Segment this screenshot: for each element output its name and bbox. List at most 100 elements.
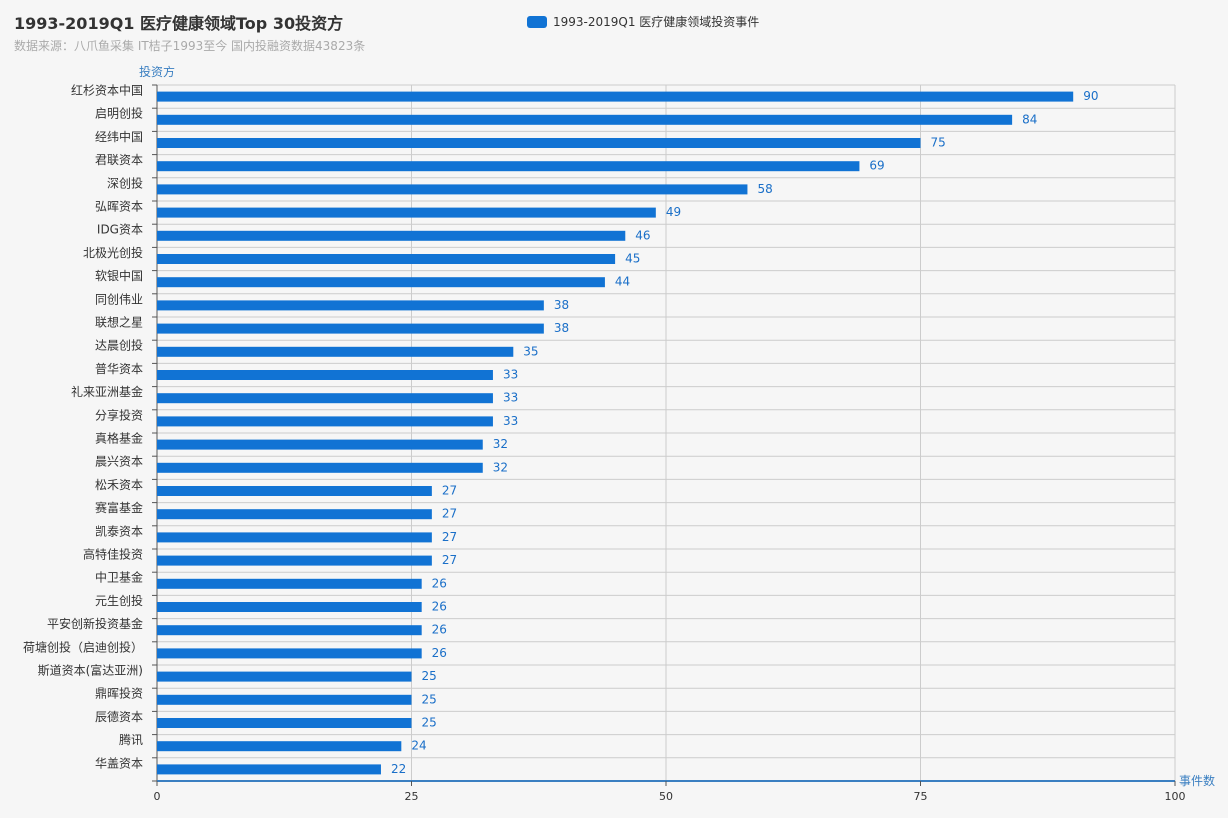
y-category-label: 晨兴资本 [95, 455, 143, 469]
bar[interactable] [157, 277, 605, 288]
y-category-label: 北极光创投 [83, 245, 143, 260]
bar-value-label: 33 [503, 414, 518, 428]
bar[interactable] [157, 138, 921, 148]
x-tick-label: 75 [914, 790, 928, 803]
x-tick-label: 0 [154, 790, 161, 803]
bar[interactable] [157, 184, 748, 195]
bar[interactable] [157, 648, 422, 659]
bar-value-label: 27 [442, 553, 457, 567]
bar[interactable] [157, 462, 483, 473]
legend-label: 1993-2019Q1 医疗健康领域投资事件 [553, 15, 760, 29]
y-category-label: 深创投 [107, 175, 143, 190]
y-axis-name: 投资方 [139, 64, 175, 79]
bar-value-label: 25 [422, 716, 437, 730]
bar[interactable] [157, 323, 544, 334]
y-category-label: 辰德资本 [95, 709, 143, 724]
bar-value-label: 75 [931, 136, 946, 150]
y-category-label: 达晨创投 [95, 338, 143, 353]
bar[interactable] [157, 509, 432, 520]
bar[interactable] [157, 114, 1013, 125]
bar[interactable] [157, 393, 493, 404]
bar-value-label: 58 [757, 182, 772, 196]
y-category-label: 普华资本 [95, 362, 143, 376]
bar-value-label: 24 [411, 739, 426, 753]
bar-value-label: 26 [432, 623, 447, 637]
bar-value-label: 26 [432, 646, 447, 660]
bar[interactable] [157, 230, 626, 241]
bar[interactable] [157, 439, 483, 450]
bar[interactable] [157, 91, 1074, 102]
bar[interactable] [157, 718, 412, 728]
bar-value-label: 27 [442, 530, 457, 544]
bar-value-label: 49 [666, 205, 681, 219]
bar[interactable] [157, 555, 432, 566]
bar[interactable] [157, 625, 422, 636]
bar[interactable] [157, 764, 381, 775]
bar[interactable] [157, 602, 422, 612]
bar[interactable] [157, 578, 422, 589]
bar-value-label: 26 [432, 576, 447, 590]
y-category-label: 凯泰资本 [95, 524, 143, 538]
x-axis-name: 事件数 [1179, 773, 1215, 788]
bar[interactable] [157, 416, 493, 427]
bar[interactable] [157, 254, 616, 264]
y-category-label: 荷塘创投（启迪创投） [23, 639, 143, 654]
y-category-label: 鼎晖投资 [95, 686, 143, 701]
bar-value-label: 27 [442, 507, 457, 521]
bar[interactable] [157, 300, 544, 311]
y-category-label: 软银中国 [95, 268, 143, 283]
chart-subtitle: 数据来源：八爪鱼采集 IT桔子1993至今 国内投融资数据43823条 [14, 39, 366, 53]
bar[interactable] [157, 486, 432, 496]
bar-value-label: 32 [493, 460, 508, 474]
bar-value-label: 25 [422, 692, 437, 706]
bar-value-label: 69 [869, 159, 884, 173]
y-category-label: 平安创新投资基金 [47, 616, 143, 631]
bar[interactable] [157, 741, 402, 752]
bar-value-label: 84 [1022, 112, 1037, 126]
bar[interactable] [157, 694, 412, 705]
bar-value-label: 33 [503, 391, 518, 405]
bar-value-label: 32 [493, 437, 508, 451]
legend-swatch [527, 15, 547, 28]
bar-value-label: 27 [442, 484, 457, 498]
bar[interactable] [157, 370, 493, 380]
bar-value-label: 90 [1083, 89, 1098, 103]
bar[interactable] [157, 671, 412, 682]
bar[interactable] [157, 207, 656, 218]
y-category-label: 中卫基金 [95, 570, 143, 585]
bar-value-label: 44 [615, 275, 630, 289]
y-category-label: 联想之星 [95, 315, 143, 330]
y-category-label: 经纬中国 [95, 129, 143, 144]
y-category-label: 君联资本 [95, 153, 143, 167]
bar-value-label: 33 [503, 368, 518, 382]
y-category-label: 弘晖资本 [95, 200, 143, 214]
y-category-label: 腾讯 [119, 732, 143, 747]
y-category-label: 松禾资本 [95, 478, 143, 492]
y-category-label: 同创伟业 [95, 292, 143, 306]
y-category-label: 华盖资本 [95, 756, 143, 770]
y-category-label: IDG资本 [97, 223, 143, 237]
x-tick-label: 25 [405, 790, 419, 803]
bar[interactable] [157, 532, 432, 543]
chart-title: 1993-2019Q1 医疗健康领域Top 30投资方 [14, 14, 344, 33]
y-category-label: 礼来亚洲基金 [71, 384, 143, 399]
bar-value-label: 25 [422, 669, 437, 683]
x-tick-label: 100 [1165, 790, 1186, 803]
y-category-label: 红杉资本中国 [71, 83, 143, 98]
y-category-label: 分享投资 [95, 407, 143, 422]
bar[interactable] [157, 161, 860, 172]
bar-value-label: 38 [554, 321, 569, 335]
y-category-label: 真格基金 [95, 431, 143, 446]
bar-value-label: 22 [391, 762, 406, 776]
legend[interactable]: 1993-2019Q1 医疗健康领域投资事件 [527, 13, 759, 30]
bar-value-label: 38 [554, 298, 569, 312]
bar-value-label: 45 [625, 252, 640, 266]
x-tick-label: 50 [659, 790, 673, 803]
bar[interactable] [157, 346, 514, 357]
bar-value-label: 46 [635, 228, 650, 242]
y-category-label: 高特佳投资 [83, 547, 143, 562]
y-category-label: 启明创投 [95, 106, 143, 121]
y-category-label: 元生创投 [95, 593, 143, 608]
